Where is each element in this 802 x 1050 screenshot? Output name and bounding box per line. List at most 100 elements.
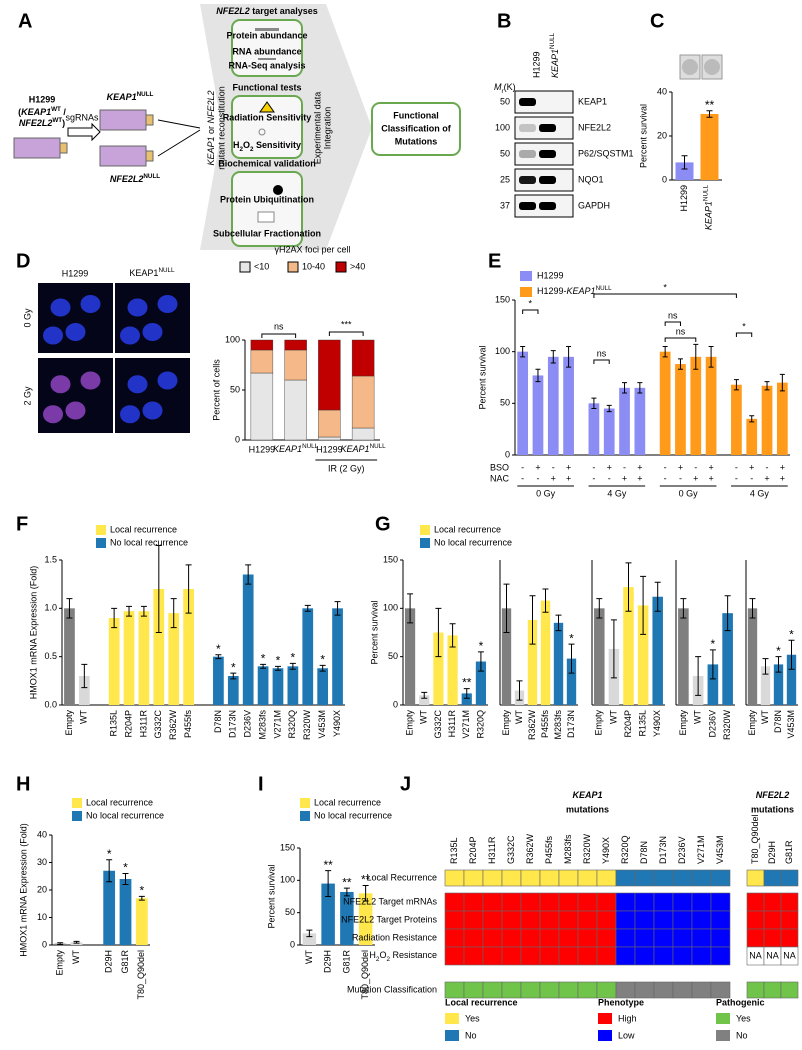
treatment-mark: -: [592, 473, 595, 483]
well: [704, 59, 720, 75]
x-tick-label: KEAP1NULL: [341, 443, 387, 455]
heatmap-cell: [691, 869, 712, 887]
heatmap-cell: [463, 928, 484, 948]
text-part: Sensitivity: [254, 140, 302, 150]
x-tick-label: H1299: [316, 444, 343, 454]
label: (KEAP1WT /: [18, 106, 66, 118]
band: [539, 124, 556, 132]
x-tick-label: M283fs: [553, 710, 563, 740]
heatmap-cell: [763, 981, 782, 999]
x-tick-label: R362W: [527, 710, 537, 741]
bar: [776, 382, 788, 455]
heatmap-cell: [577, 981, 598, 999]
heatmap-cell: [634, 928, 655, 948]
significance: *: [139, 883, 144, 897]
x-tick-label: D29H: [323, 950, 333, 973]
error-bar: [435, 607, 442, 658]
y-tick-label: 0: [662, 174, 667, 184]
error-bar: [516, 680, 523, 701]
legend-label: H1299-KEAP1NULL: [537, 285, 612, 297]
error-bar: [57, 942, 64, 945]
heatmap-cell: [780, 892, 799, 912]
significance: ns: [676, 326, 686, 336]
bar: [527, 619, 538, 705]
heatmap-cell: [634, 869, 655, 887]
legend-label: No: [465, 1030, 477, 1040]
heatmap-cell: [710, 892, 731, 912]
error-bar: [706, 110, 713, 118]
text-part: KEAP1: [129, 268, 158, 278]
heatmap-cell: [691, 892, 712, 912]
bar: [447, 635, 458, 705]
bar: [652, 596, 663, 705]
column-label: V453M: [715, 835, 725, 864]
bar: [419, 695, 430, 705]
bar: [108, 618, 120, 705]
legend-label: Low: [618, 1030, 635, 1040]
heatmap-cell: [463, 892, 484, 912]
error-bar: [230, 672, 237, 680]
legend-swatch: [335, 261, 347, 273]
heatmap-cell: [596, 981, 617, 999]
treatment-mark: -: [664, 462, 667, 472]
treatment-mark: -: [536, 473, 539, 483]
y-tick-label: 100: [495, 346, 510, 356]
protein-label: GAPDH: [578, 200, 610, 210]
bar: [619, 387, 630, 455]
legend-label: No local recurrence: [110, 537, 188, 547]
x-tick-label: KEAP1NULL: [273, 443, 319, 455]
column-label: G332C: [506, 835, 516, 864]
heatmap-cell: [746, 892, 765, 912]
x-tick-label: R320W: [722, 710, 732, 741]
x-tick-label: WT: [760, 710, 770, 724]
x-tick-label: R362W: [168, 710, 178, 741]
nucleus: [50, 375, 71, 394]
text-part: KEAP1: [107, 92, 137, 102]
heatmap-cell: [746, 981, 765, 999]
bar: [675, 162, 694, 180]
heatmap-cell: [780, 981, 799, 999]
group-subtitle: mutations: [751, 804, 794, 814]
significance: **: [462, 676, 472, 690]
bracket: [664, 321, 681, 326]
y-tick-label: 1.5: [44, 554, 57, 564]
arrow: [67, 122, 101, 142]
label: Subcellular Fractionation: [213, 228, 321, 238]
bar: [433, 632, 444, 705]
heatmap-cell: [653, 892, 674, 912]
legend-swatch: [445, 1030, 459, 1041]
treatment-mark: +: [780, 462, 785, 472]
heatmap-cell: [780, 946, 799, 966]
error-bar: [81, 663, 88, 689]
heatmap-cell: [763, 910, 782, 930]
text-part: H: [233, 140, 240, 150]
bar-segment: [318, 436, 341, 441]
nucleus: [80, 371, 101, 390]
heatmap-cell: [444, 910, 465, 930]
heatmap-cell: [501, 910, 522, 930]
cell-label: NA: [783, 950, 796, 960]
bar-segment: [250, 339, 274, 351]
column-label: R362W: [525, 833, 535, 864]
y-axis-label: HMOX1 mRNA Expression (Fold): [18, 823, 28, 957]
error-bar: [677, 358, 683, 370]
bar: [340, 891, 354, 945]
flask-cap: [145, 114, 154, 126]
label: Mutations: [395, 136, 438, 146]
significance: **: [705, 98, 715, 112]
treatment-mark: -: [521, 473, 524, 483]
bar: [517, 351, 529, 455]
heatmap-cell: [444, 928, 465, 948]
bar-segment: [351, 375, 375, 429]
legend-label: No local recurrence: [434, 537, 512, 547]
error-bar: [637, 382, 643, 394]
protein-label: NQO1: [578, 174, 604, 184]
row-label: Radiation Resistance: [352, 932, 437, 942]
panel-label: C: [650, 10, 664, 32]
error-bar: [260, 663, 267, 669]
x-tick-label: G81R: [120, 950, 130, 974]
heatmap-cell: [672, 928, 693, 948]
label: KEAP1NULL: [107, 91, 154, 103]
significance: *: [711, 637, 716, 651]
text-part: M: [494, 82, 502, 92]
